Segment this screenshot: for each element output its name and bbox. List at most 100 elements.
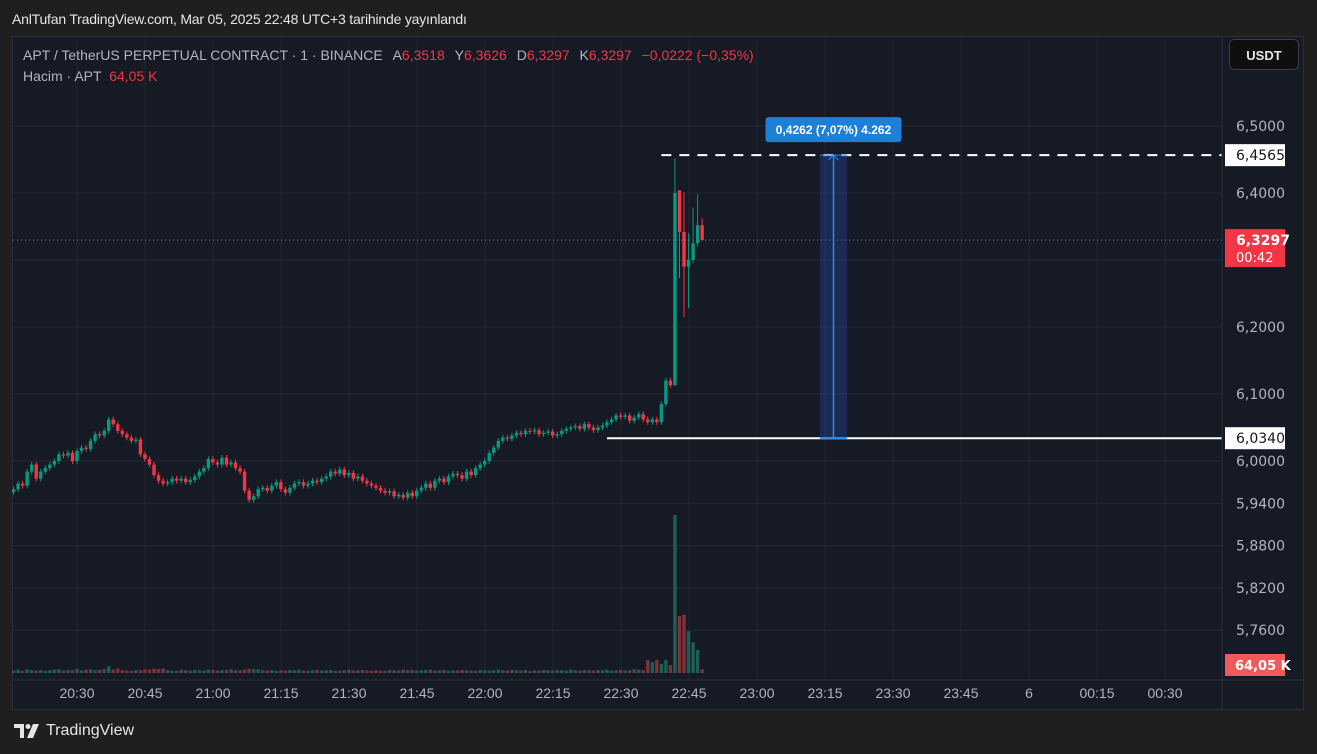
volume-bar [224,669,229,673]
candle-up [102,430,106,436]
chart-panel[interactable] [12,36,1304,710]
candle-up [261,487,265,490]
candle-up [415,490,419,497]
candle-down [315,480,319,483]
volume-bar [39,669,43,673]
volume-bar [333,670,337,673]
candle-down [20,483,25,486]
time-tick-label: 21:30 [331,685,366,701]
volume-bar [501,670,505,673]
volume-bar [478,669,482,673]
volume-axis-label: 64,05 K [1235,659,1292,674]
volume-bar [16,669,20,673]
candle-up [25,471,29,486]
candle-down [242,471,247,491]
measure-label: 0,4262 (7,07%) 4.262 [776,123,892,137]
volume-bar [356,670,360,673]
price-tick-label: 6,1000 [1236,387,1285,403]
volume-bar [673,515,677,673]
time-axis[interactable]: 20:30 20:45 21:00 21:15 21:30 21:45 22:00 22:15… [13,679,1304,701]
candle-up [555,434,559,436]
volume-bar [288,669,292,673]
candle-up [582,424,587,429]
volume-bar [301,670,306,673]
volume-bar [34,670,38,673]
volume-bar [510,669,514,673]
candle-up [324,476,328,479]
volume-bar [487,670,491,673]
price-tick-label: 5,8800 [1236,539,1285,555]
volume-bar [134,669,138,673]
volume-bar [179,669,183,673]
candle-up [546,431,550,433]
time-tick-label: 21:00 [195,685,230,701]
volume-bar [229,669,233,673]
volume-bar [315,669,319,673]
volume-bar [573,670,577,673]
candle-down [111,419,115,425]
candle-up [637,414,641,418]
volume-bar [283,670,288,673]
candle-down [550,431,555,436]
volume-legend: Hacim · APT 64,05 K [23,66,754,87]
drawings[interactable]: 0,4262 (7,07%) 4.262 [13,117,1222,440]
volume-bar [528,670,532,673]
candle-up [659,404,664,423]
volume-bar [270,669,274,673]
time-tick-label: 23:30 [875,685,910,701]
volume-bar [632,669,636,673]
candle-down [333,471,337,474]
volume-bar [446,670,451,673]
footer-logo[interactable]: TradingView [14,722,134,740]
time-tick-label: 00:30 [1147,685,1182,701]
candle-up [107,419,111,431]
candle-down [392,491,396,497]
price-axis[interactable]: 6,5000 6,4000 6,2000 6,1000 6,0000 5,9400 5,88… [1221,37,1292,710]
candle-up [614,415,618,420]
candle-down [116,424,120,431]
candle-down [342,469,346,476]
candle-up [319,478,324,483]
volume-bar [93,670,97,673]
candle-up [48,464,52,469]
time-tick-label: 23:45 [943,685,978,701]
volume-label[interactable]: Hacim · APT [23,68,102,84]
candle-down [61,454,66,456]
volume-bar [519,670,523,673]
candle-up [16,483,20,490]
candle-up [478,464,482,469]
last-price-badge [1225,229,1285,268]
volume-bar [238,670,242,673]
volume-bar [247,668,251,673]
candle-down [238,468,242,472]
candle-up [541,432,546,435]
volume-bar [125,670,129,673]
candle-up [523,430,528,435]
candle-down [143,454,147,459]
symbol-title[interactable]: APT / TetherUS PERPETUAL CONTRACT · 1 · … [23,47,383,63]
volume-bar [152,668,156,673]
candle-up [573,426,577,428]
candle-up [686,260,691,267]
candle-down [301,482,306,486]
candle-down [129,437,134,441]
volume-bar [464,670,469,673]
volume-bar [79,670,84,673]
candle-down [505,437,510,439]
tradingview-wordmark: TradingView [46,722,135,739]
candle-down [247,490,251,500]
candle-down [442,478,446,483]
grid [13,37,1222,680]
volume-bar [496,669,500,673]
candle-up [514,432,519,436]
candle-down [211,458,215,463]
low-label: D [516,47,527,63]
candle-down [469,471,473,476]
volume-bar [532,670,537,673]
volume-bar [677,615,682,673]
candle-up [396,494,401,497]
currency-button[interactable]: USDT [1229,39,1299,70]
candle-down [125,434,129,438]
volume-bar [116,668,120,673]
